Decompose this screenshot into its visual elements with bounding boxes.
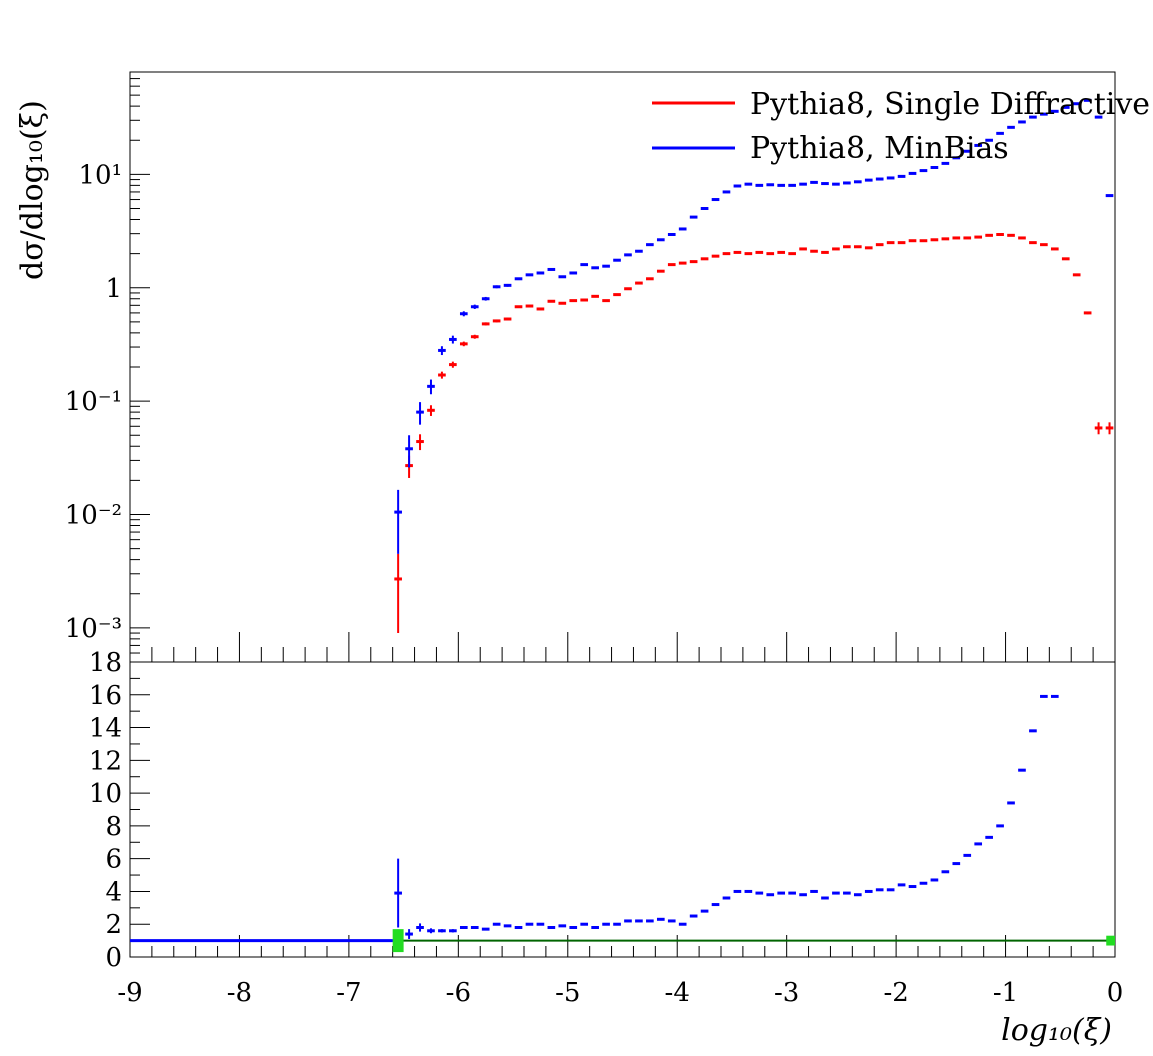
legend-label-single-diffractive: Pythia8, Single Diffractive [750, 87, 1150, 122]
ratio-y-tick-label: 14 [89, 714, 122, 744]
x-tick-label: -4 [665, 978, 690, 1008]
ratio-plot-frame [129, 661, 1116, 958]
main-series-marks [394, 98, 1114, 634]
ratio-y-tick-label: 8 [105, 812, 122, 842]
main-y-tick-label: 10⁻¹ [65, 387, 122, 417]
ratio-y-tick-label: 16 [89, 681, 122, 711]
main-axis-ticks [129, 71, 1116, 663]
x-tick-label: -8 [227, 978, 252, 1008]
tick-labels: -9 -8 -7 -6 -5 -4 -3 -2 -1 010⁻³10⁻²10⁻¹110¹02468… [65, 160, 1124, 1008]
x-tick-label: -2 [883, 978, 908, 1008]
main-y-tick-label: 10¹ [78, 160, 122, 190]
ratio-y-tick-label: 6 [105, 845, 122, 875]
ratio-x-axis-title: log₁₀(ξ) [1001, 1013, 1112, 1048]
legend: Pythia8, Single Diffractive Pythia8, Min… [652, 87, 1150, 166]
legend-label-minbias: Pythia8, MinBias [750, 131, 1009, 166]
ratio-axis-ticks [129, 661, 1116, 958]
main-y-axis-title: dσ/dlog₁₀(ξ) [15, 100, 50, 280]
main-y-tick-label: 10⁻² [65, 501, 122, 531]
main-y-tick-label: 10⁻³ [65, 614, 122, 644]
ratio-uncertainty-band [1106, 935, 1115, 946]
x-tick-label: -3 [774, 978, 799, 1008]
ratio-y-tick-label: 4 [105, 877, 122, 907]
main-y-tick-label: 1 [105, 274, 122, 304]
x-tick-label: -1 [993, 978, 1018, 1008]
ratio-y-tick-label: 10 [89, 779, 122, 809]
x-tick-label: -6 [446, 978, 471, 1008]
ratio-y-tick-label: 12 [89, 746, 122, 776]
x-tick-label: 0 [1107, 978, 1124, 1008]
x-tick-label: -7 [336, 978, 361, 1008]
ratio-y-tick-label: 0 [105, 943, 122, 973]
ratio-y-tick-label: 18 [89, 648, 122, 678]
ratio-series-marks [130, 694, 1115, 953]
ratio-uncertainty-band [392, 929, 404, 953]
x-tick-label: -9 [117, 978, 142, 1008]
ratio-y-tick-label: 2 [105, 910, 122, 940]
x-tick-label: -5 [555, 978, 580, 1008]
